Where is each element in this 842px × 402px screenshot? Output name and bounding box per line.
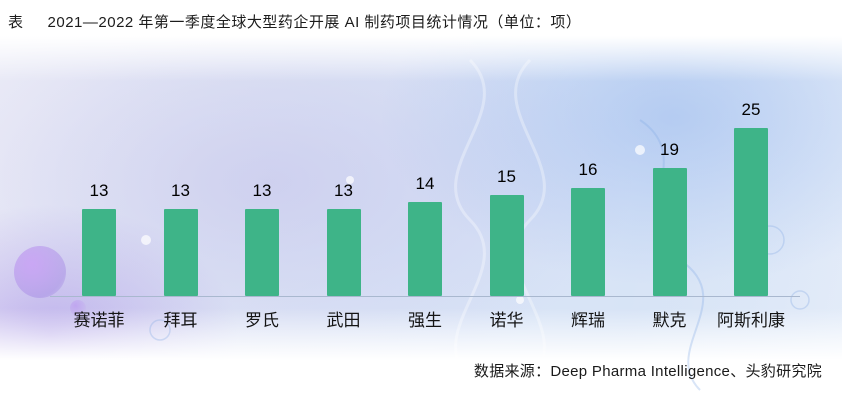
- bar-value-label: 13: [334, 181, 353, 200]
- page-title: 2021—2022 年第一季度全球大型药企开展 AI 制药项目统计情况（单位：项…: [47, 14, 582, 31]
- bar-column: 16: [549, 160, 627, 296]
- bar-chart: 13 13 13 13 14 15 16 19 25: [60, 81, 790, 296]
- molecule-orb-decoration: [14, 246, 66, 298]
- category-label: 默克: [652, 311, 687, 330]
- bar: [652, 168, 687, 296]
- bar-column: 13: [60, 181, 138, 296]
- bar-value-label: 19: [660, 140, 679, 159]
- category-label: 阿斯利康: [717, 311, 785, 330]
- category-label: 诺华: [489, 311, 524, 330]
- bar-value-label: 15: [497, 167, 516, 186]
- bar-value-label: 14: [415, 174, 435, 193]
- category-label: 拜耳: [163, 311, 198, 330]
- bar: [408, 202, 442, 296]
- bar: [489, 195, 524, 296]
- bar: [326, 209, 361, 296]
- x-axis-labels: 赛诺菲 拜耳 罗氏 武田 强生 诺华 辉瑞 默克 阿斯利康: [60, 306, 790, 331]
- bar: [571, 188, 605, 296]
- bar-column: 14: [386, 174, 464, 296]
- bar: [82, 209, 116, 296]
- category-label: 辉瑞: [571, 311, 605, 330]
- bar-value-label: 16: [578, 160, 598, 179]
- x-axis-line: [50, 296, 800, 297]
- category-label: 武田: [326, 311, 361, 330]
- table-label: 表: [8, 14, 24, 31]
- bar-column: 25: [712, 100, 790, 296]
- category-label: 赛诺菲: [73, 311, 125, 330]
- background-photo: [0, 36, 842, 360]
- bar-column: 13: [142, 181, 220, 296]
- molecule-dot-decoration: [70, 300, 86, 316]
- bar: [734, 128, 768, 296]
- bar: [245, 209, 279, 296]
- bar-value-label: 13: [171, 181, 190, 200]
- category-label: 强生: [408, 311, 442, 330]
- category-label: 罗氏: [245, 311, 279, 330]
- bar-column: 15: [468, 167, 546, 296]
- bar-column: 19: [631, 140, 709, 296]
- bar-column: 13: [223, 181, 301, 296]
- bar-value-label: 13: [252, 181, 272, 200]
- bar: [163, 209, 198, 296]
- data-source: 数据来源：Deep Pharma Intelligence、头豹研究院: [473, 363, 822, 380]
- bar-value-label: 25: [741, 100, 761, 119]
- chart-title-row: 表 2021—2022 年第一季度全球大型药企开展 AI 制药项目统计情况（单位…: [8, 11, 581, 32]
- bar-column: 13: [305, 181, 383, 296]
- bar-value-label: 13: [89, 181, 109, 200]
